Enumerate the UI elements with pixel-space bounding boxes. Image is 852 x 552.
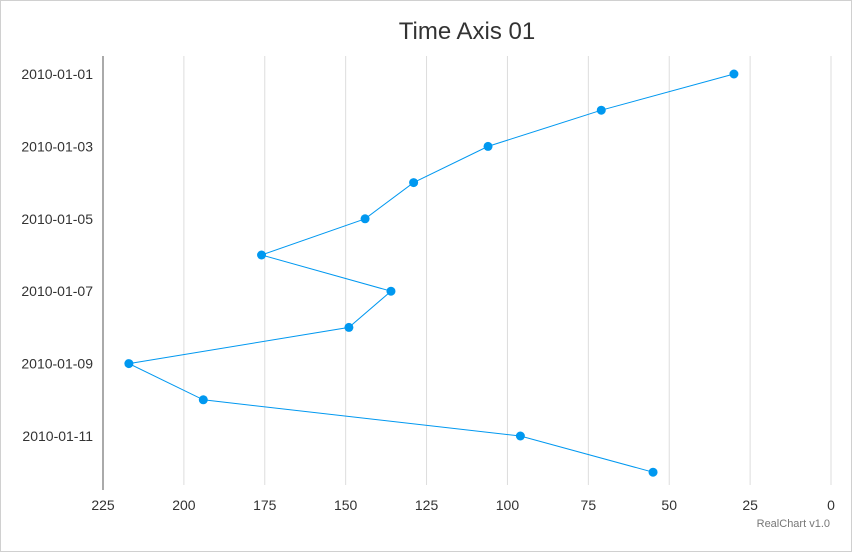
value-tick-label: 200: [172, 497, 196, 513]
value-tick-label: 150: [334, 497, 358, 513]
value-tick-label: 125: [415, 497, 439, 513]
data-point[interactable]: [124, 359, 134, 369]
series-line: [127, 73, 735, 473]
data-point[interactable]: [257, 250, 267, 260]
value-tick-label: 75: [581, 497, 597, 513]
value-tick-label: 25: [742, 497, 758, 513]
date-tick-label: 2010-01-11: [22, 428, 93, 444]
value-tick-label: 225: [91, 497, 115, 513]
date-tick-label: 2010-01-03: [21, 138, 93, 154]
date-tick-labels: 2010-01-01 2010-01-03 2010-01-05 2010-01-07…: [21, 66, 93, 444]
data-point[interactable]: [344, 322, 354, 332]
chart-title: Time Axis 01: [398, 18, 536, 45]
data-point[interactable]: [409, 178, 419, 188]
grid-lines: [183, 56, 832, 485]
data-point[interactable]: [483, 141, 493, 151]
data-point[interactable]: [386, 286, 396, 296]
data-point[interactable]: [198, 395, 208, 405]
date-tick-label: 2010-01-01: [21, 66, 93, 82]
data-point[interactable]: [729, 69, 739, 79]
date-tick-label: 2010-01-09: [21, 356, 93, 372]
chart-credit: RealChart v1.0: [756, 518, 830, 530]
date-tick-label: 2010-01-07: [21, 283, 93, 299]
data-point[interactable]: [360, 214, 370, 224]
data-point[interactable]: [596, 105, 606, 115]
data-point[interactable]: [515, 431, 525, 441]
date-tick-label: 2010-01-05: [21, 211, 93, 227]
value-tick-label: 175: [253, 497, 277, 513]
series-points: [124, 69, 739, 477]
value-tick-label: 100: [496, 497, 520, 513]
data-point[interactable]: [648, 467, 658, 477]
value-tick-labels: 225 200 175 150 125 100 75 50 25 0: [91, 497, 835, 513]
value-tick-label: 50: [661, 497, 677, 513]
value-tick-label: 0: [827, 497, 835, 513]
